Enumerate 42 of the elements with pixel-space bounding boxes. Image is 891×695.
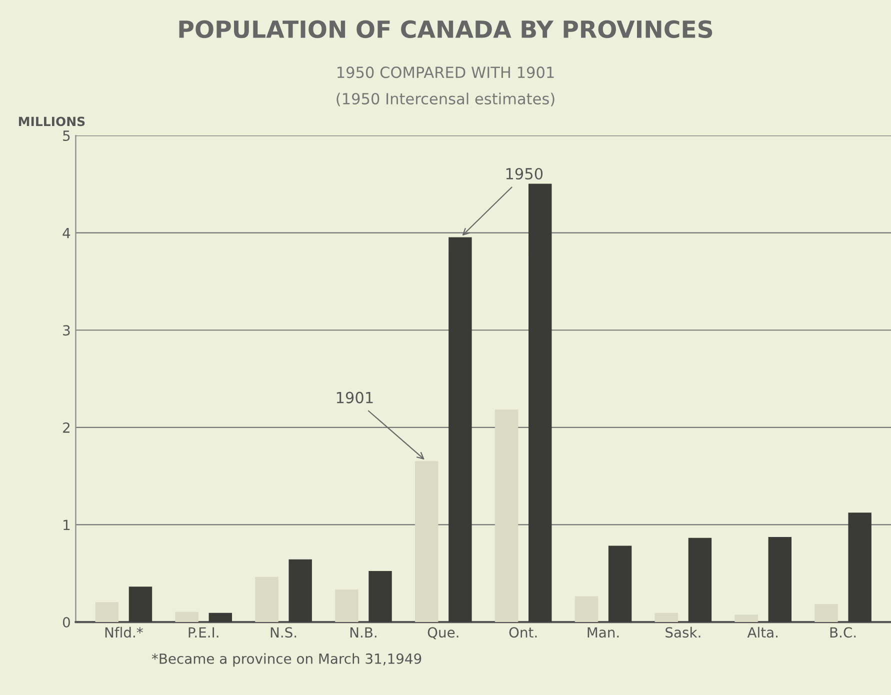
x-tick-label: P.E.I. (188, 627, 218, 638)
bar (128, 586, 152, 622)
text: 1901 (336, 392, 373, 404)
bar (415, 461, 438, 622)
series-label: 1950 (506, 168, 543, 180)
y-tick-label: 1 (64, 520, 70, 530)
bar (528, 184, 552, 622)
bar (95, 602, 119, 622)
x-tick-label: Que. (428, 627, 458, 640)
x-tick-label: Ont. (509, 627, 537, 638)
y-tick-label: 2 (63, 422, 70, 433)
x-tick-label: N.B. (350, 627, 376, 638)
x-tick-label: B.C. (830, 627, 856, 638)
bar (494, 409, 518, 622)
y-tick-label: 3 (63, 325, 70, 336)
bar (608, 546, 632, 622)
bar (335, 589, 358, 622)
chart-title: POPULATION OF CANADA BY PROVINCES (179, 20, 712, 38)
bar (814, 604, 838, 622)
bar (688, 538, 712, 622)
x-tick-label: N.S. (270, 627, 296, 638)
text: *Became a province on March 31,1949 (152, 653, 422, 667)
bar (288, 559, 312, 622)
y-tick-label: 5 (63, 130, 70, 141)
bar (654, 612, 678, 622)
y-tick-label: 4 (62, 228, 70, 238)
x-tick-label: Sask. (666, 626, 700, 638)
bar (448, 237, 472, 622)
y-tick-label: 0 (62, 616, 70, 628)
x-tick-label: Nfld.* (105, 626, 143, 638)
bar (175, 612, 198, 622)
y-axis-title: MILLIONS (18, 116, 85, 126)
chart-subtitle: 1950 COMPARED WITH 1901 (1950 Intercensal estimates) (336, 66, 554, 106)
bar (574, 596, 598, 622)
bar (255, 576, 278, 622)
x-tick-label: Man. (588, 627, 619, 638)
bar (768, 536, 792, 622)
bar (848, 512, 872, 622)
x-tick-label: Alta. (747, 626, 778, 638)
bar (734, 614, 758, 622)
bar (368, 571, 392, 622)
bar (208, 612, 232, 622)
